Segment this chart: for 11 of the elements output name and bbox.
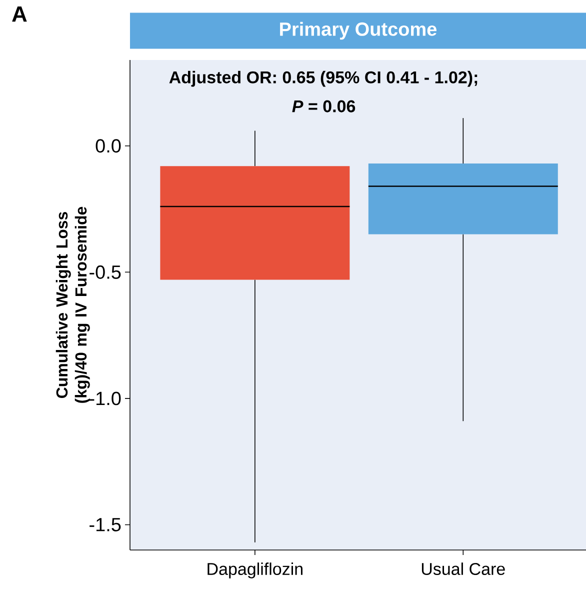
y-tick-label: -0.5 (90, 265, 121, 279)
y-tick-label: -1.0 (90, 392, 121, 406)
annotation: Adjusted OR: 0.65 (95% CI 0.41 - 1.02); (169, 70, 478, 87)
y-tick-label: -1.5 (90, 518, 121, 532)
chart-title: Primary Outcome (280, 22, 437, 40)
text: A (12, 6, 27, 22)
y-tick-label: 0.0 (96, 139, 121, 153)
y-axis-title: Cumulative Weight Loss (kg)/40 mg IV Furosemide (56, 206, 90, 403)
x-tick-label: Dapagliflozin (208, 562, 302, 578)
annotation: P = 0.06 (292, 100, 356, 112)
x-tick-label: Usual Care (422, 562, 505, 576)
